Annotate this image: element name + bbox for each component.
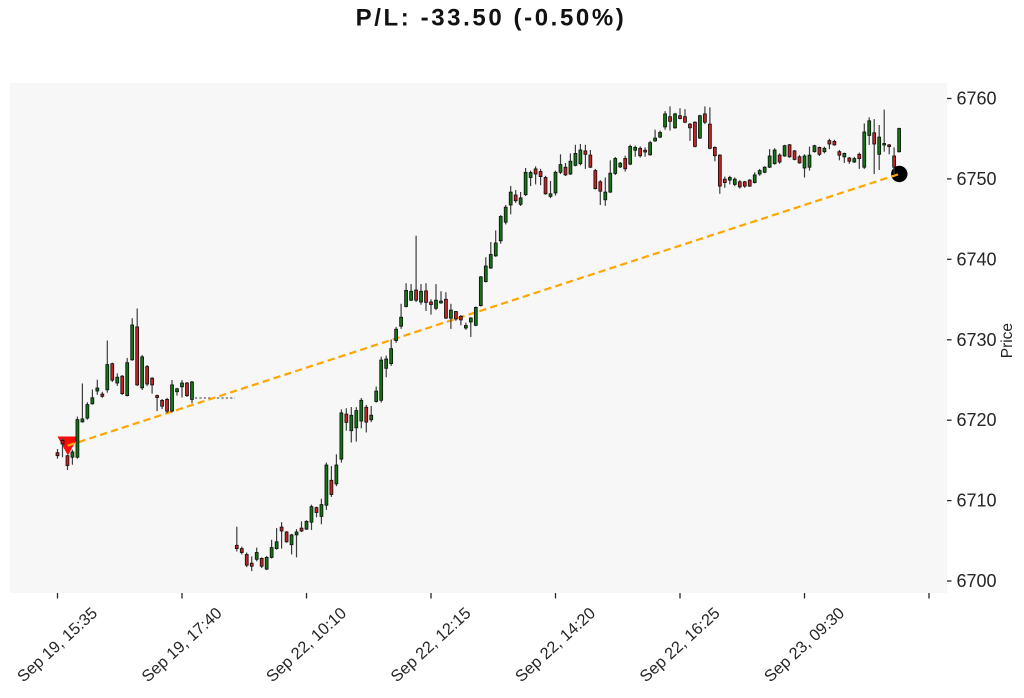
svg-text:Sep 22, 14:20: Sep 22, 14:20 <box>512 604 599 686</box>
svg-text:Sep 22, 12:15: Sep 22, 12:15 <box>387 604 474 686</box>
svg-text:P/L: -33.50 (-0.50%): P/L: -33.50 (-0.50%) <box>356 5 627 32</box>
svg-text:Sep 19, 15:35: Sep 19, 15:35 <box>14 604 101 686</box>
svg-text:6740: 6740 <box>957 249 997 269</box>
svg-text:Sep 19, 17:40: Sep 19, 17:40 <box>138 604 225 686</box>
svg-text:Sep 22, 16:25: Sep 22, 16:25 <box>636 604 723 686</box>
svg-text:6760: 6760 <box>957 89 997 109</box>
svg-text:6750: 6750 <box>957 169 997 189</box>
svg-text:6700: 6700 <box>957 571 997 591</box>
svg-text:Price: Price <box>999 323 1016 358</box>
svg-text:6720: 6720 <box>957 410 997 430</box>
svg-text:Sep 22, 10:10: Sep 22, 10:10 <box>263 604 350 686</box>
svg-text:Sep 23, 09:30: Sep 23, 09:30 <box>761 604 848 686</box>
svg-text:6710: 6710 <box>957 491 997 511</box>
svg-text:6730: 6730 <box>957 330 997 350</box>
